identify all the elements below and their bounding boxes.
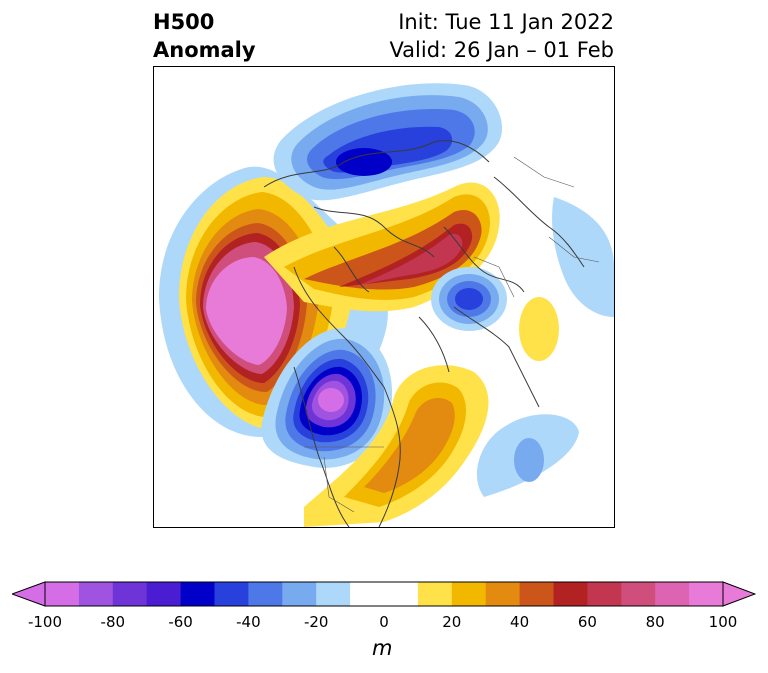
- colorbar-tick-label: 100: [708, 613, 738, 631]
- colorbar-segment: [282, 582, 317, 606]
- colorbar-segment: [214, 582, 249, 606]
- colorbar-segment: [689, 582, 724, 606]
- political-borders: [304, 156, 600, 513]
- colorbar-segment: [553, 582, 588, 606]
- colorbar: [12, 581, 756, 607]
- colorbar-tick-label: 40: [510, 613, 530, 631]
- colorbar-segment: [112, 582, 148, 606]
- colorbar-segment: [78, 582, 114, 606]
- colorbar-extend-min: [12, 581, 46, 607]
- colorbar-segments: [12, 581, 756, 607]
- colorbar-tick-label: -20: [303, 613, 329, 631]
- colorbar-segment: [146, 582, 182, 606]
- colorbar-segment: [384, 582, 419, 606]
- colorbar-tick-label: -80: [100, 613, 126, 631]
- title-line-2: Anomaly: [153, 38, 256, 62]
- anomaly-contour-eurasia-light: [552, 197, 614, 317]
- colorbar-segment: [316, 582, 351, 606]
- colorbar-unit-label: m: [372, 636, 393, 660]
- colorbar-segment: [451, 582, 487, 606]
- anomaly-contour-atlantic-negative: [476, 414, 579, 497]
- anomaly-map: [153, 66, 615, 528]
- colorbar-tick-label: -100: [27, 613, 63, 631]
- valid-time: Valid: 26 Jan – 01 Feb: [389, 38, 614, 62]
- map-canvas: [159, 83, 614, 527]
- colorbar-segment: [180, 582, 215, 606]
- colorbar-segment: [655, 582, 690, 606]
- colorbar-tick-label: 0: [379, 613, 389, 631]
- colorbar-tick-label: 80: [645, 613, 665, 631]
- colorbar-segment: [417, 582, 453, 606]
- colorbar-outline: [44, 581, 724, 607]
- init-time: Init: Tue 11 Jan 2022: [398, 10, 614, 34]
- colorbar-tick-label: 60: [577, 613, 597, 631]
- colorbar-extend-max: [722, 581, 756, 607]
- colorbar-tick-label: 20: [442, 613, 462, 631]
- colorbar-segment: [587, 582, 622, 606]
- title-line-1: H500: [153, 10, 215, 34]
- colorbar-segment: [248, 582, 283, 606]
- run-info: Init: Tue 11 Jan 2022 Valid: 26 Jan – 01…: [389, 8, 614, 64]
- anomaly-contour-africa-positive: [519, 297, 559, 361]
- colorbar-segment: [350, 582, 385, 606]
- colorbar-segment: [621, 582, 656, 606]
- colorbar-segment: [519, 582, 554, 606]
- colorbar-tick-label: -60: [168, 613, 193, 631]
- colorbar-segment: [45, 582, 80, 606]
- anomaly-contour-asia-negative: [273, 83, 503, 201]
- anomaly-contour-europe-negative: [431, 267, 507, 331]
- colorbar-tick-label: -40: [236, 613, 261, 631]
- chart-title: H500 Anomaly: [153, 8, 256, 64]
- colorbar-segment: [485, 582, 521, 606]
- coastlines: [263, 140, 585, 527]
- anomaly-contour-eastus-positive: [304, 365, 489, 527]
- anomaly-contour-canada-negative: [261, 328, 393, 468]
